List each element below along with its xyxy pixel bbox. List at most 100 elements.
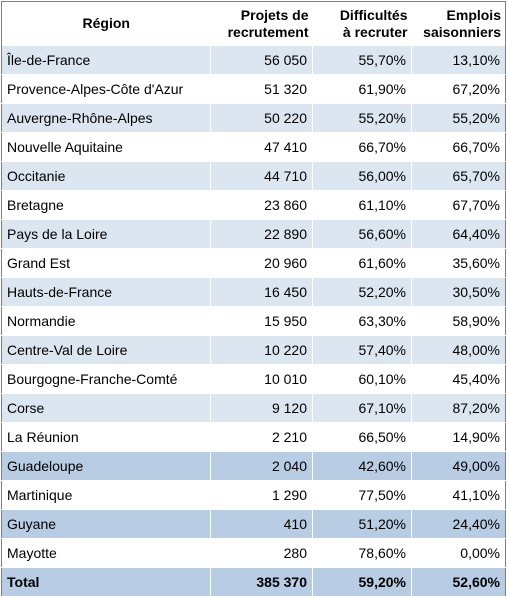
header-difficultes-line-1: Difficultés <box>339 6 408 23</box>
cell-projets: 1 290 <box>210 480 313 510</box>
table-row: Nouvelle Aquitaine 47 410 66,70% 66,70% <box>1 132 506 162</box>
cell-projets: 280 <box>210 538 313 568</box>
cell-projets: 23 860 <box>210 190 313 220</box>
cell-emplois: 87,20% <box>411 393 506 423</box>
table-row: Occitanie 44 710 56,00% 65,70% <box>1 161 506 191</box>
table-row: Guyane 410 51,20% 24,40% <box>1 509 506 539</box>
table-row: Grand Est 20 960 61,60% 35,60% <box>1 248 506 278</box>
cell-projets: 2 040 <box>210 451 313 481</box>
cell-region: Pays de la Loire <box>1 219 211 249</box>
cell-emplois: 48,00% <box>411 335 506 365</box>
cell-region: Martinique <box>1 480 211 510</box>
cell-region: Bretagne <box>1 190 211 220</box>
header-projets: Projets de recrutement <box>211 2 313 46</box>
cell-projets: 51 320 <box>210 74 313 104</box>
cell-region: Bourgogne-Franche-Comté <box>1 364 211 394</box>
cell-region: La Réunion <box>1 422 211 452</box>
cell-projets: 10 010 <box>210 364 313 394</box>
table-row: Auvergne-Rhône-Alpes 50 220 55,20% 55,20% <box>1 103 506 133</box>
cell-projets: 44 710 <box>210 161 313 191</box>
cell-projets: 47 410 <box>210 132 313 162</box>
cell-region: Provence-Alpes-Côte d'Azur <box>1 74 211 104</box>
cell-projets: 56 050 <box>210 45 313 75</box>
cell-emplois: 67,70% <box>411 190 506 220</box>
cell-projets: 50 220 <box>210 103 313 133</box>
cell-difficultes: 78,60% <box>312 538 412 568</box>
cell-difficultes: 77,50% <box>312 480 412 510</box>
cell-emplois: 0,00% <box>411 538 506 568</box>
cell-projets: 2 210 <box>210 422 313 452</box>
cell-emplois: 55,20% <box>411 103 506 133</box>
table-row: Pays de la Loire 22 890 56,60% 64,40% <box>1 219 506 249</box>
cell-projets: 22 890 <box>210 219 313 249</box>
cell-emplois: 64,40% <box>411 219 506 249</box>
cell-difficultes: 56,60% <box>312 219 412 249</box>
cell-region: Total <box>1 567 211 597</box>
header-emplois-line-1: Emplois <box>446 6 501 23</box>
table-row: Mayotte 280 78,60% 0,00% <box>1 538 506 568</box>
cell-emplois: 49,00% <box>411 451 506 481</box>
cell-region: Occitanie <box>1 161 211 191</box>
cell-projets: 10 220 <box>210 335 313 365</box>
cell-emplois: 30,50% <box>411 277 506 307</box>
cell-difficultes: 61,90% <box>312 74 412 104</box>
cell-projets: 15 950 <box>210 306 313 336</box>
cell-difficultes: 42,60% <box>312 451 412 481</box>
table-row: Hauts-de-France 16 450 52,20% 30,50% <box>1 277 506 307</box>
cell-difficultes: 66,50% <box>312 422 412 452</box>
header-projets-line-2: recrutement <box>227 23 309 40</box>
cell-region: Île-de-France <box>1 45 211 75</box>
table-row: Île-de-France 56 050 55,70% 13,10% <box>1 45 506 75</box>
cell-region: Hauts-de-France <box>1 277 211 307</box>
cell-difficultes: 63,30% <box>312 306 412 336</box>
cell-projets: 385 370 <box>210 567 313 597</box>
cell-difficultes: 67,10% <box>312 393 412 423</box>
table-row: Provence-Alpes-Côte d'Azur 51 320 61,90% 67… <box>1 74 506 104</box>
cell-emplois: 35,60% <box>411 248 506 278</box>
table-row: Normandie 15 950 63,30% 58,90% <box>1 306 506 336</box>
total-row: Total 385 370 59,20% 52,60% <box>1 567 506 597</box>
cell-projets: 410 <box>210 509 313 539</box>
header-region: Région <box>82 15 130 32</box>
cell-region: Guyane <box>1 509 211 539</box>
cell-difficultes: 51,20% <box>312 509 412 539</box>
table-row: Martinique 1 290 77,50% 41,10% <box>1 480 506 510</box>
cell-emplois: 45,40% <box>411 364 506 394</box>
cell-difficultes: 55,70% <box>312 45 412 75</box>
cell-projets: 16 450 <box>210 277 313 307</box>
cell-emplois: 52,60% <box>411 567 506 597</box>
table-row: Guadeloupe 2 040 42,60% 49,00% <box>1 451 506 481</box>
table-row: Centre-Val de Loire 10 220 57,40% 48,00% <box>1 335 506 365</box>
cell-difficultes: 52,20% <box>312 277 412 307</box>
table-row: Corse 9 120 67,10% 87,20% <box>1 393 506 423</box>
cell-difficultes: 57,40% <box>312 335 412 365</box>
cell-emplois: 67,20% <box>411 74 506 104</box>
cell-projets: 9 120 <box>210 393 313 423</box>
cell-emplois: 66,70% <box>411 132 506 162</box>
cell-region: Guadeloupe <box>1 451 211 481</box>
cell-emplois: 58,90% <box>411 306 506 336</box>
header-difficultes-line-2: à recruter <box>342 23 408 40</box>
cell-difficultes: 55,20% <box>312 103 412 133</box>
table-row: La Réunion 2 210 66,50% 14,90% <box>1 422 506 452</box>
table-row: Bretagne 23 860 61,10% 67,70% <box>1 190 506 220</box>
cell-region: Corse <box>1 393 211 423</box>
cell-projets: 20 960 <box>210 248 313 278</box>
cell-emplois: 65,70% <box>411 161 506 191</box>
cell-region: Normandie <box>1 306 211 336</box>
cell-region: Mayotte <box>1 538 211 568</box>
cell-emplois: 24,40% <box>411 509 506 539</box>
header-projets-line-1: Projets de <box>240 6 309 23</box>
header-emplois-line-2: saisonniers <box>423 23 501 40</box>
table-row: Bourgogne-Franche-Comté 10 010 60,10% 45,40… <box>1 364 506 394</box>
cell-region: Nouvelle Aquitaine <box>1 132 211 162</box>
cell-difficultes: 61,10% <box>312 190 412 220</box>
cell-difficultes: 61,60% <box>312 248 412 278</box>
cell-emplois: 14,90% <box>411 422 506 452</box>
header-difficultes: Difficultés à recruter <box>313 2 412 46</box>
cell-emplois: 13,10% <box>411 45 506 75</box>
header-row: Région Projets de recrutement Difficultés… <box>2 2 506 46</box>
cell-difficultes: 59,20% <box>312 567 412 597</box>
cell-difficultes: 56,00% <box>312 161 412 191</box>
